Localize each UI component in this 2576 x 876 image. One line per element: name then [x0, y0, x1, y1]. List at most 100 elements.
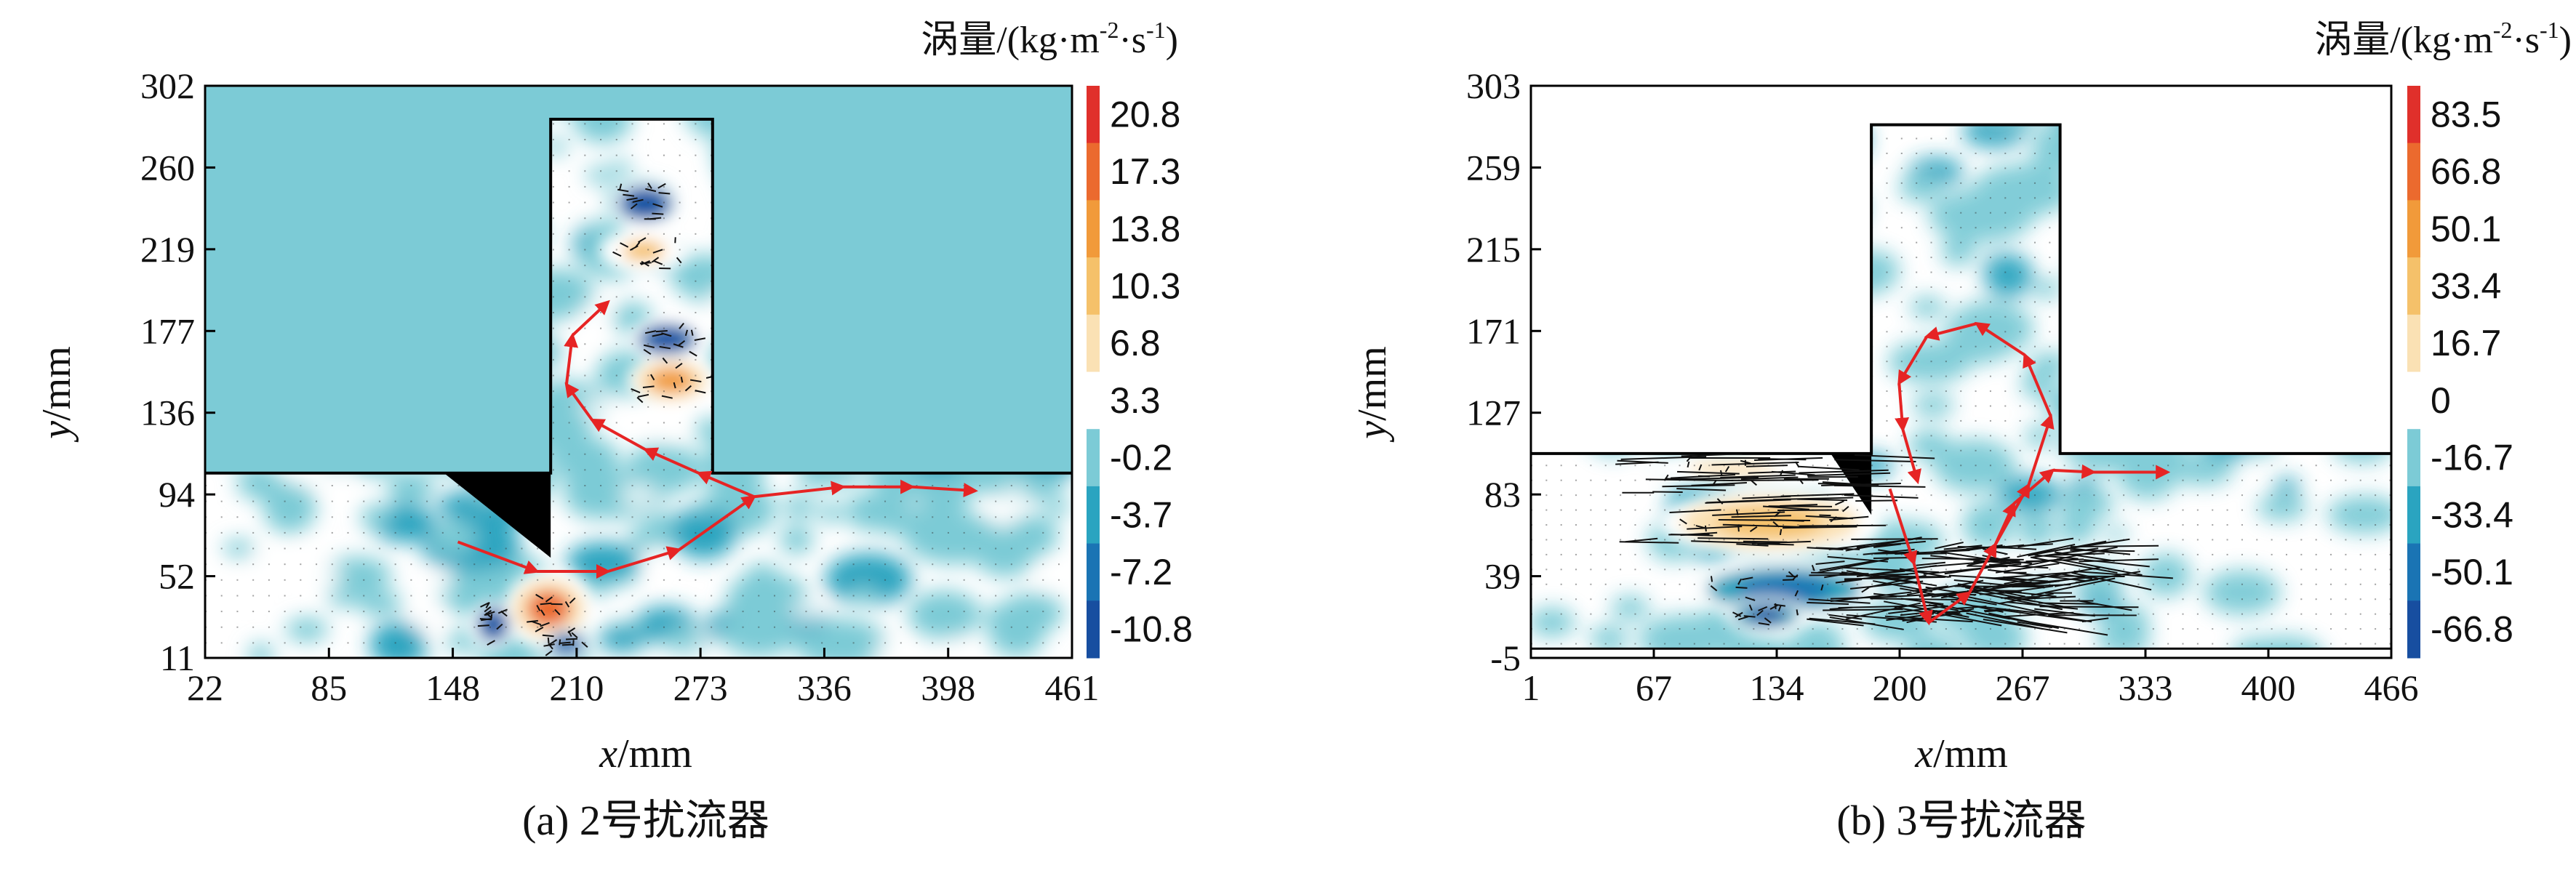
vector-dot	[457, 485, 460, 487]
vector-dot	[552, 358, 554, 361]
vector-glyph	[636, 396, 644, 403]
vector-dot	[1560, 613, 1562, 615]
vector-dot	[2049, 345, 2051, 347]
vector-dot	[2182, 583, 2184, 585]
vector-dot	[2330, 539, 2332, 541]
vector-dot	[2004, 583, 2007, 585]
vector-dot	[2033, 539, 2036, 541]
vector-dot	[316, 485, 318, 487]
vector-dot	[1960, 375, 1962, 377]
vector-dot	[1560, 568, 1562, 571]
vorticity-field	[205, 86, 1072, 659]
turbulence-blob	[356, 591, 403, 616]
turbulence-blob	[1962, 124, 2026, 148]
vector-dot	[1975, 152, 1977, 154]
vector-dot	[568, 249, 570, 251]
vector-glyph	[690, 329, 694, 336]
vector-dot	[1575, 479, 1577, 481]
colorbar-tick-label: 6.8	[1110, 323, 1161, 363]
vector-dot	[711, 516, 713, 518]
vector-dot	[1886, 479, 1888, 481]
vector-dot	[884, 500, 887, 502]
vector-dot	[1057, 485, 1060, 487]
vector-dot	[1900, 316, 1903, 318]
vector-dot	[647, 201, 649, 204]
vector-dot	[1945, 286, 1947, 288]
vector-dot	[568, 265, 570, 267]
vector-dot	[2137, 494, 2140, 497]
vector-dot	[600, 406, 602, 408]
vector-dot	[1841, 553, 1844, 555]
vector-glyph	[623, 193, 635, 197]
vector-dot	[1916, 449, 1918, 451]
vector-dot	[300, 485, 302, 487]
vector-dot	[441, 563, 444, 566]
vector-dot	[347, 611, 349, 613]
vector-dot	[2152, 524, 2154, 526]
vector-dot	[758, 547, 760, 550]
vector-dot	[2004, 241, 2007, 244]
vector-dot	[426, 500, 428, 502]
vector-dot	[2123, 465, 2125, 467]
vector-dot	[647, 358, 649, 361]
vector-dot	[2167, 494, 2169, 497]
vector-dot	[2315, 553, 2317, 555]
vector-dot	[2004, 212, 2007, 214]
vector-dot	[2079, 628, 2081, 630]
vector-dot	[1708, 628, 1711, 630]
vector-dot	[2063, 479, 2065, 481]
vector-dot	[2019, 241, 2021, 244]
vector-dot	[615, 500, 617, 502]
vector-dot	[2226, 479, 2228, 481]
vector-dot	[2019, 465, 2021, 467]
turbulence-blob	[263, 481, 316, 534]
vortex-core	[1737, 576, 1831, 603]
vector-dot	[1827, 524, 1829, 526]
vector-dot	[1930, 479, 1932, 481]
vector-dot	[1916, 286, 1918, 288]
turbulence-blob	[585, 166, 616, 184]
vector-dot	[2285, 613, 2287, 615]
vector-dot	[1989, 316, 1991, 318]
vector-dot	[1042, 516, 1044, 518]
vector-dot	[1042, 595, 1044, 597]
vector-dot	[1620, 583, 1622, 585]
vector-dot	[836, 611, 839, 613]
vector-dot	[1900, 257, 1903, 259]
vector-dot	[663, 422, 665, 424]
vector-dot	[1812, 553, 1814, 555]
vector-dot	[2345, 465, 2347, 467]
vector-dot	[2300, 509, 2303, 511]
vector-dot	[1960, 494, 1962, 497]
vector-dot	[1723, 539, 1725, 541]
turbulence-blob	[2140, 553, 2191, 597]
vector-dot	[663, 233, 665, 235]
vector-dot	[1945, 361, 1947, 363]
vector-glyph	[673, 382, 676, 389]
vector-dot	[631, 296, 633, 298]
vector-dot	[2212, 465, 2214, 467]
vector-dot	[1604, 643, 1607, 645]
vector-dot	[568, 374, 570, 377]
vector-dot	[1900, 331, 1903, 333]
vector-dot	[1900, 167, 1903, 169]
vector-dot	[410, 595, 412, 597]
vector-dot	[1900, 137, 1903, 140]
vector-dot	[1737, 494, 1740, 497]
vector-dot	[552, 170, 554, 172]
vector-dot	[584, 500, 586, 502]
vector-glyph	[567, 630, 572, 638]
vector-dot	[1057, 531, 1060, 534]
vector-dot	[1057, 626, 1060, 628]
vector-dot	[1042, 579, 1044, 581]
vector-dot	[932, 579, 934, 581]
vector-dot	[552, 296, 554, 298]
vector-dot	[1975, 271, 1977, 273]
vector-dot	[600, 327, 602, 329]
vector-dot	[615, 563, 617, 566]
vector-dot	[2093, 628, 2095, 630]
vector-dot	[805, 611, 807, 613]
vector-dot	[410, 516, 412, 518]
vector-dot	[1026, 531, 1028, 534]
vector-dot	[868, 547, 871, 550]
